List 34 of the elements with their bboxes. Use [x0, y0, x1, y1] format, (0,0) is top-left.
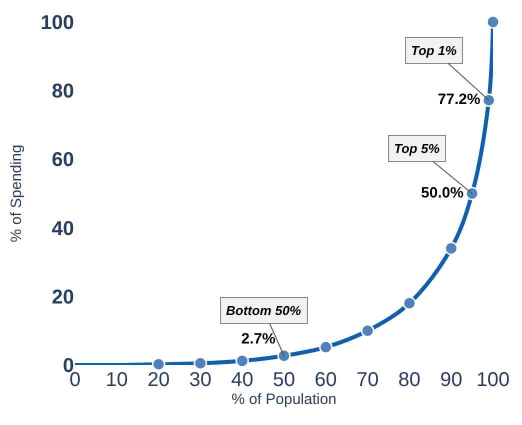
y-tick-label: 100 [40, 12, 74, 34]
x-tick-label: 70 [356, 369, 379, 391]
point [465, 186, 479, 200]
point [482, 93, 496, 107]
data-label: 50.0% [421, 184, 464, 202]
x-tick-label: 20 [147, 369, 170, 391]
point [486, 15, 500, 29]
annotation: Top 5% [394, 141, 440, 156]
x-tick-label: 80 [398, 369, 421, 391]
x-tick-label: 60 [314, 369, 337, 391]
data-label: 2.7% [241, 330, 276, 348]
y-tick-label: 80 [52, 80, 74, 103]
x-tick-label: 40 [231, 369, 254, 391]
point [152, 358, 166, 372]
y-tick-label: 40 [52, 218, 74, 240]
annotation: Top 1% [411, 43, 458, 58]
point [402, 296, 416, 310]
x-tick-label: 90 [440, 369, 462, 391]
point [277, 348, 291, 362]
point [360, 324, 374, 338]
point [194, 356, 208, 370]
x-tick-label: 30 [189, 369, 212, 391]
point [319, 340, 333, 354]
x-tick-label: 100 [476, 369, 510, 391]
point [235, 354, 249, 368]
x-tick-label: 50 [272, 369, 296, 391]
point [444, 242, 458, 256]
y-tick-label: 60 [52, 149, 74, 172]
y-tick-label: 20 [52, 286, 74, 308]
x-tick-label: 10 [106, 369, 128, 391]
annotation: Bottom 50% [226, 303, 302, 318]
y-axis-title: % of Spending [8, 144, 25, 242]
x-axis-title: % of Population [231, 391, 337, 408]
data-label: 77.2% [438, 90, 480, 108]
